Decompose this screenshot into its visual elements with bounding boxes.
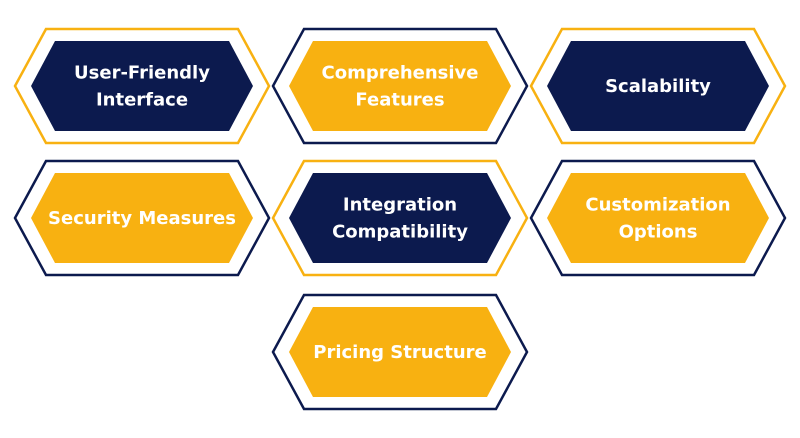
hexagon-fill <box>289 41 511 131</box>
hexagon-label: Scalability <box>605 76 711 97</box>
hexagon-label: Integration Compatibility <box>332 195 468 243</box>
hexagon-fill <box>31 173 253 263</box>
feature-hexagon-7: Pricing Structure <box>271 293 529 411</box>
feature-hexagon-4: Security Measures <box>13 159 271 277</box>
hexagon-label-line: Integration <box>343 195 457 216</box>
hexagon-label-line: Options <box>619 222 698 243</box>
hexagon-label-line: Customization <box>585 195 730 216</box>
hexagon-label: Pricing Structure <box>313 342 486 363</box>
feature-hexagon-1: User-Friendly Interface <box>13 27 271 145</box>
feature-hexagon-2: Comprehensive Features <box>271 27 529 145</box>
hexagon-label: Customization Options <box>585 195 730 243</box>
hexagon-fill <box>31 41 253 131</box>
hexagon-fill <box>547 173 769 263</box>
hexagon-label-line: Scalability <box>605 76 711 97</box>
hexagon-label: Security Measures <box>48 208 236 229</box>
hexagon-label-line: Pricing Structure <box>313 342 486 363</box>
hexagon-label-line: Interface <box>96 90 188 111</box>
hexagon-label-line: User-Friendly <box>74 63 210 84</box>
hexagon-fill <box>547 41 769 131</box>
feature-hexagon-5: Integration Compatibility <box>271 159 529 277</box>
hexagon-label-line: Security Measures <box>48 208 236 229</box>
hexagon-label-line: Comprehensive <box>322 63 479 84</box>
feature-hexagon-6: Customization Options <box>529 159 787 277</box>
hexagon-fill <box>289 173 511 263</box>
hexagon-fill <box>289 307 511 397</box>
hexagon-label: User-Friendly Interface <box>74 63 210 111</box>
hexagon-label-line: Features <box>355 90 444 111</box>
hexagon-label: Comprehensive Features <box>322 63 479 111</box>
hexagon-label-line: Compatibility <box>332 222 468 243</box>
feature-hexagon-3: Scalability <box>529 27 787 145</box>
